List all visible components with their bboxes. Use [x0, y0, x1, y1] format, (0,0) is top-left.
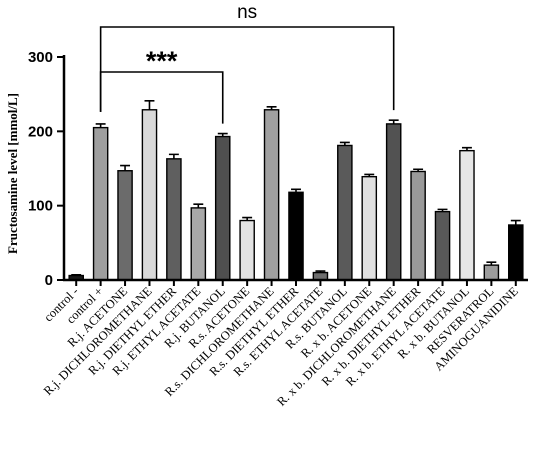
bar-r-j-acetone	[117, 170, 133, 281]
y-axis-label: Fructosamine level [mmol/L]	[5, 93, 20, 254]
bar-r-s-butanol	[337, 144, 353, 281]
error-bar-r-j-dichloromethane	[144, 100, 155, 110]
error-bar-r-j-ethyl-acetate	[193, 203, 204, 208]
error-bar-r-x-b-dichloromethane	[388, 119, 399, 124]
bar-r-j-ethyl-acetate	[190, 207, 207, 281]
error-bar-control	[95, 123, 106, 128]
error-bar-control	[71, 273, 82, 276]
error-bar-r-j-diethyl-ether	[168, 153, 179, 159]
y-ticks-group: 0 100 200 300	[28, 49, 64, 289]
bar-r-x-b-butanol	[459, 149, 475, 281]
significance-bracket-ns	[99, 26, 395, 112]
error-bar-r-x-b-ethyl-acetate	[437, 208, 448, 212]
error-bar-r-j-butanol	[217, 132, 228, 137]
bars-group	[68, 109, 524, 281]
bar-r-j-dichloromethane	[141, 109, 158, 281]
y-tick-label-300: 300	[28, 49, 53, 66]
error-bar-r-j-acetone	[120, 164, 131, 171]
error-bar-resveratrol	[486, 261, 497, 266]
error-bar-aminoguanidine	[510, 219, 521, 225]
error-bar-r-s-dichloromethane	[266, 106, 277, 110]
significance-label-triple-star: ***	[146, 46, 178, 76]
error-bars-group	[71, 100, 521, 276]
bar-r-x-b-diethyl-ether	[410, 170, 426, 281]
error-bar-r-s-ethyl-acetate	[315, 270, 326, 273]
bar-resveratrol	[483, 264, 500, 281]
error-bar-r-x-b-acetone	[364, 173, 375, 177]
y-tick-label-100: 100	[28, 198, 53, 215]
significance-label-ns: ns	[237, 2, 257, 23]
bar-r-j-butanol	[214, 135, 231, 281]
bar-r-s-acetone	[239, 219, 255, 281]
error-bar-r-s-butanol	[339, 141, 350, 146]
bar-r-x-b-dichloromethane	[385, 123, 402, 281]
bar-r-s-dichloromethane	[263, 109, 280, 281]
y-tick-label-200: 200	[28, 123, 53, 140]
significance-brackets-group: ns ***	[99, 2, 395, 124]
error-bar-r-s-diethyl-ether	[291, 188, 301, 193]
bar-r-x-b-acetone	[361, 175, 378, 281]
bar-r-j-diethyl-ether	[166, 158, 182, 281]
error-bar-r-x-b-diethyl-ether	[413, 168, 424, 172]
bar-r-s-diethyl-ether	[288, 191, 304, 281]
bar-aminoguanidine	[508, 224, 524, 281]
error-bar-r-x-b-butanol	[461, 146, 472, 151]
significance-bracket-triple-star	[99, 71, 224, 124]
bar-control	[92, 126, 109, 281]
error-bar-r-s-acetone	[242, 216, 253, 221]
y-tick-label-0: 0	[45, 272, 53, 289]
bar-r-x-b-ethyl-acetate	[434, 210, 451, 281]
